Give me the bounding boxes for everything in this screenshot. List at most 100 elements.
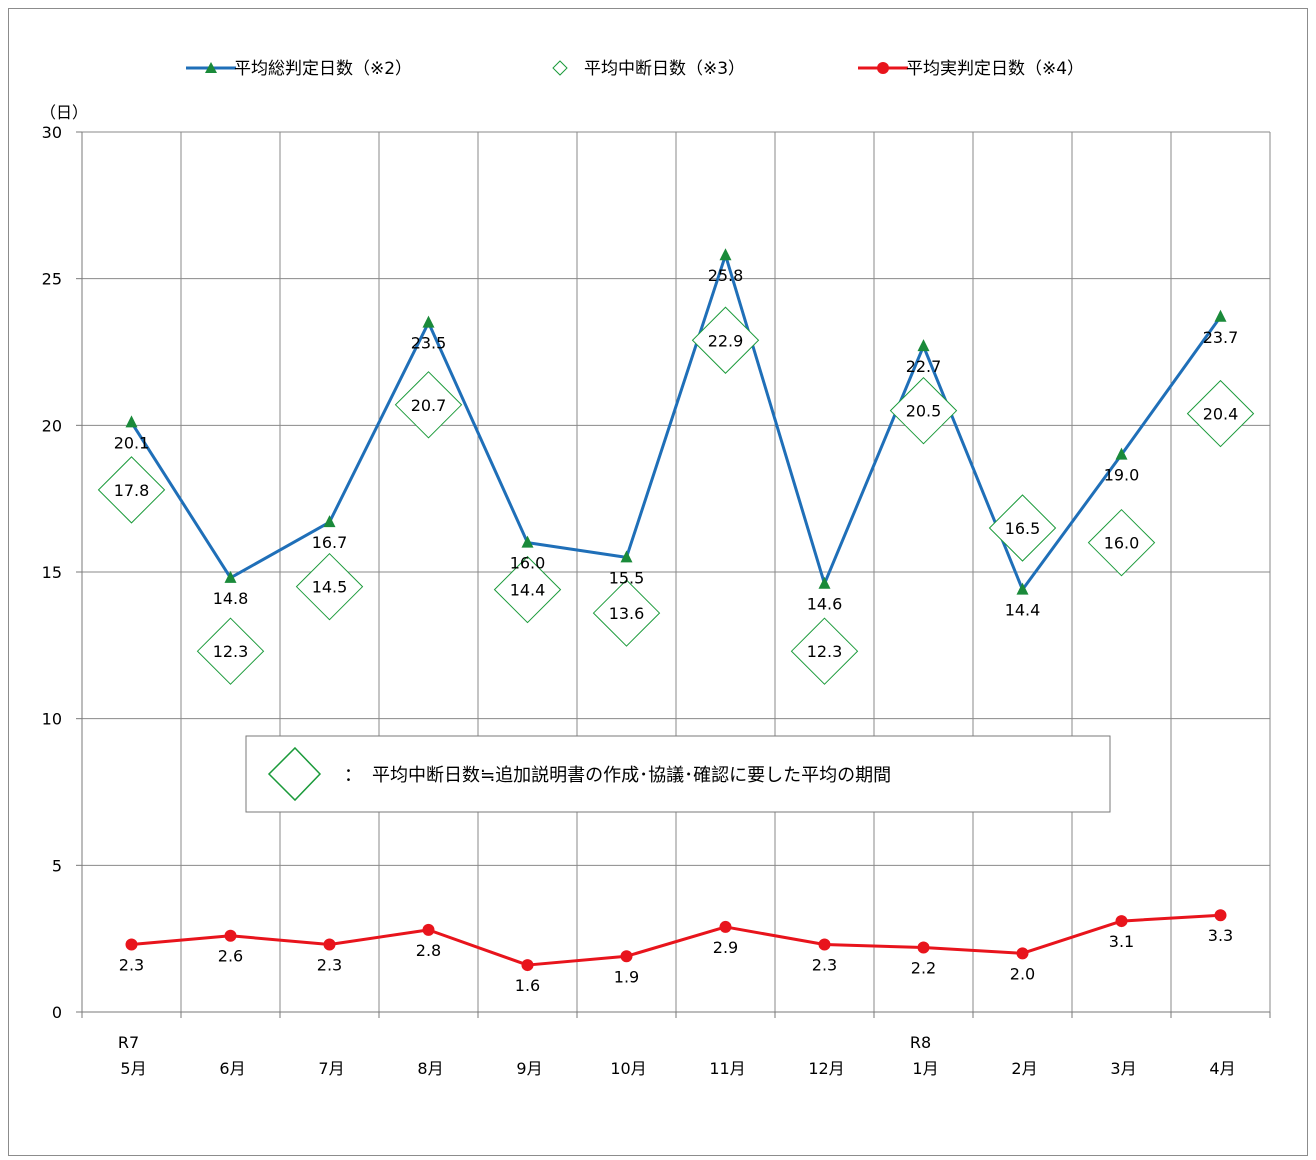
annotation-text: 平均中断日数≒追加説明書の作成･協議･確認に要した平均の期間 <box>372 765 891 786</box>
legend-label-suspend: 平均中断日数（※3） <box>584 59 745 79</box>
triangle-marker <box>620 550 633 563</box>
triangle-marker <box>422 315 435 328</box>
legend-label-total: 平均総判定日数（※2） <box>234 59 412 79</box>
data-label: 14.8 <box>213 589 249 608</box>
data-label: 1.9 <box>614 967 639 986</box>
x-tick-label: 8月 <box>417 1059 443 1078</box>
legend-item-actual: 平均実判定日数（※4） <box>858 59 1084 79</box>
y-tick-label: 5 <box>52 856 62 875</box>
x-tick-label: 2月 <box>1011 1059 1037 1078</box>
data-label: 14.4 <box>510 581 546 600</box>
diamond-marker <box>592 579 661 647</box>
data-label: 14.6 <box>807 595 843 614</box>
legend-item-suspend: 平均中断日数（※3） <box>552 59 745 79</box>
series-line-2 <box>131 913 1221 967</box>
data-label: 23.5 <box>411 334 447 353</box>
data-label: 25.8 <box>708 266 744 285</box>
x-tick-label: 11月 <box>709 1059 745 1078</box>
annotation-box: ： 平均中断日数≒追加説明書の作成･協議･確認に要した平均の期間 <box>245 735 1111 813</box>
series-lines <box>130 253 1222 967</box>
grid <box>82 131 1271 1012</box>
data-label: 2.0 <box>1010 964 1035 983</box>
y-axis-label: （日） <box>40 103 88 122</box>
diamond-marker <box>394 371 463 439</box>
circle-marker <box>1115 915 1128 928</box>
data-label: 13.6 <box>609 604 645 623</box>
data-label: 2.9 <box>713 938 738 957</box>
circle-marker <box>719 920 732 933</box>
data-label: 16.5 <box>1005 519 1041 538</box>
data-label: 3.1 <box>1109 932 1134 951</box>
data-label: 2.3 <box>317 956 342 975</box>
circle-marker <box>1214 909 1227 922</box>
circle-icon <box>877 62 889 74</box>
x-tick-label: 7月 <box>318 1059 344 1078</box>
data-label: 17.8 <box>114 481 150 500</box>
diamond-icon <box>552 60 568 76</box>
data-label: 20.1 <box>114 433 150 452</box>
data-labels: 20.1 14.8 16.7 23.5 16.0 15.5 25.8 14.6 22.7 14.4… <box>114 266 1239 995</box>
circle-marker <box>1016 947 1029 960</box>
triangle-icon <box>205 62 217 73</box>
annotation-border <box>245 735 1111 813</box>
axes <box>76 131 1271 1018</box>
legend-label-actual: 平均実判定日数（※4） <box>906 59 1084 79</box>
diamond-marker <box>493 555 562 624</box>
diamond-marker <box>889 376 958 445</box>
circle-marker <box>818 938 831 951</box>
data-label: 22.7 <box>906 357 942 376</box>
x-tick-label-era: R7 <box>118 1033 139 1052</box>
x-tick-label-era: R8 <box>910 1033 931 1052</box>
series-markers <box>97 248 1255 972</box>
data-label: 15.5 <box>609 568 645 587</box>
x-tick-label: 6月 <box>219 1059 245 1078</box>
data-label: 23.7 <box>1203 328 1239 347</box>
data-label: 19.0 <box>1104 466 1140 485</box>
chart-frame <box>8 8 1308 1156</box>
x-tick-label: 1月 <box>912 1059 938 1078</box>
data-label: 20.5 <box>906 402 942 421</box>
diamond-marker <box>1087 508 1156 577</box>
triangle-marker <box>1214 309 1227 322</box>
data-label: 22.9 <box>708 331 744 350</box>
y-tick-labels: 0 5 10 15 20 25 30 <box>42 123 62 1022</box>
y-tick-label: 20 <box>42 416 62 435</box>
circle-marker <box>521 959 534 972</box>
diamond-marker <box>1186 379 1255 448</box>
y-tick-label: 30 <box>42 123 62 142</box>
circle-marker <box>125 938 138 951</box>
diamond-marker <box>790 617 859 685</box>
x-tick-label: 3月 <box>1110 1059 1136 1078</box>
data-label: 16.7 <box>312 533 348 552</box>
circle-marker <box>422 923 435 936</box>
diamond-marker <box>988 494 1057 562</box>
x-tick-label: 5月 <box>120 1059 146 1078</box>
triangle-marker <box>818 576 831 589</box>
x-tick-label: 10月 <box>610 1059 646 1078</box>
triangle-marker <box>1016 582 1029 595</box>
y-tick-label: 15 <box>42 563 62 582</box>
data-label: 12.3 <box>213 642 249 661</box>
x-tick-label: 4月 <box>1209 1059 1235 1078</box>
y-tick-label: 25 <box>42 270 62 289</box>
data-label: 12.3 <box>807 642 843 661</box>
data-label: 2.3 <box>119 956 144 975</box>
triangle-marker <box>521 535 534 548</box>
data-label: 14.5 <box>312 578 348 597</box>
circle-marker <box>917 941 930 954</box>
circle-marker <box>620 950 633 963</box>
data-label: 16.0 <box>1104 534 1140 553</box>
data-label: 1.6 <box>515 976 540 995</box>
diamond-marker <box>196 617 265 685</box>
y-tick-label: 0 <box>52 1003 62 1022</box>
triangle-marker <box>719 248 732 261</box>
x-tick-label: 9月 <box>516 1059 542 1078</box>
triangle-marker <box>323 515 336 528</box>
legend: 平均総判定日数（※2） 平均中断日数（※3） 平均実判定日数（※4） <box>186 59 1084 79</box>
data-label: 2.6 <box>218 947 243 966</box>
x-tick-labels: R7 5月 6月 7月 8月 9月 10月 11月 12月 R8 1月 2月 3月 4月 <box>118 1033 1236 1078</box>
triangle-marker <box>224 570 237 583</box>
triangle-marker <box>125 415 138 428</box>
triangle-marker <box>917 339 930 352</box>
